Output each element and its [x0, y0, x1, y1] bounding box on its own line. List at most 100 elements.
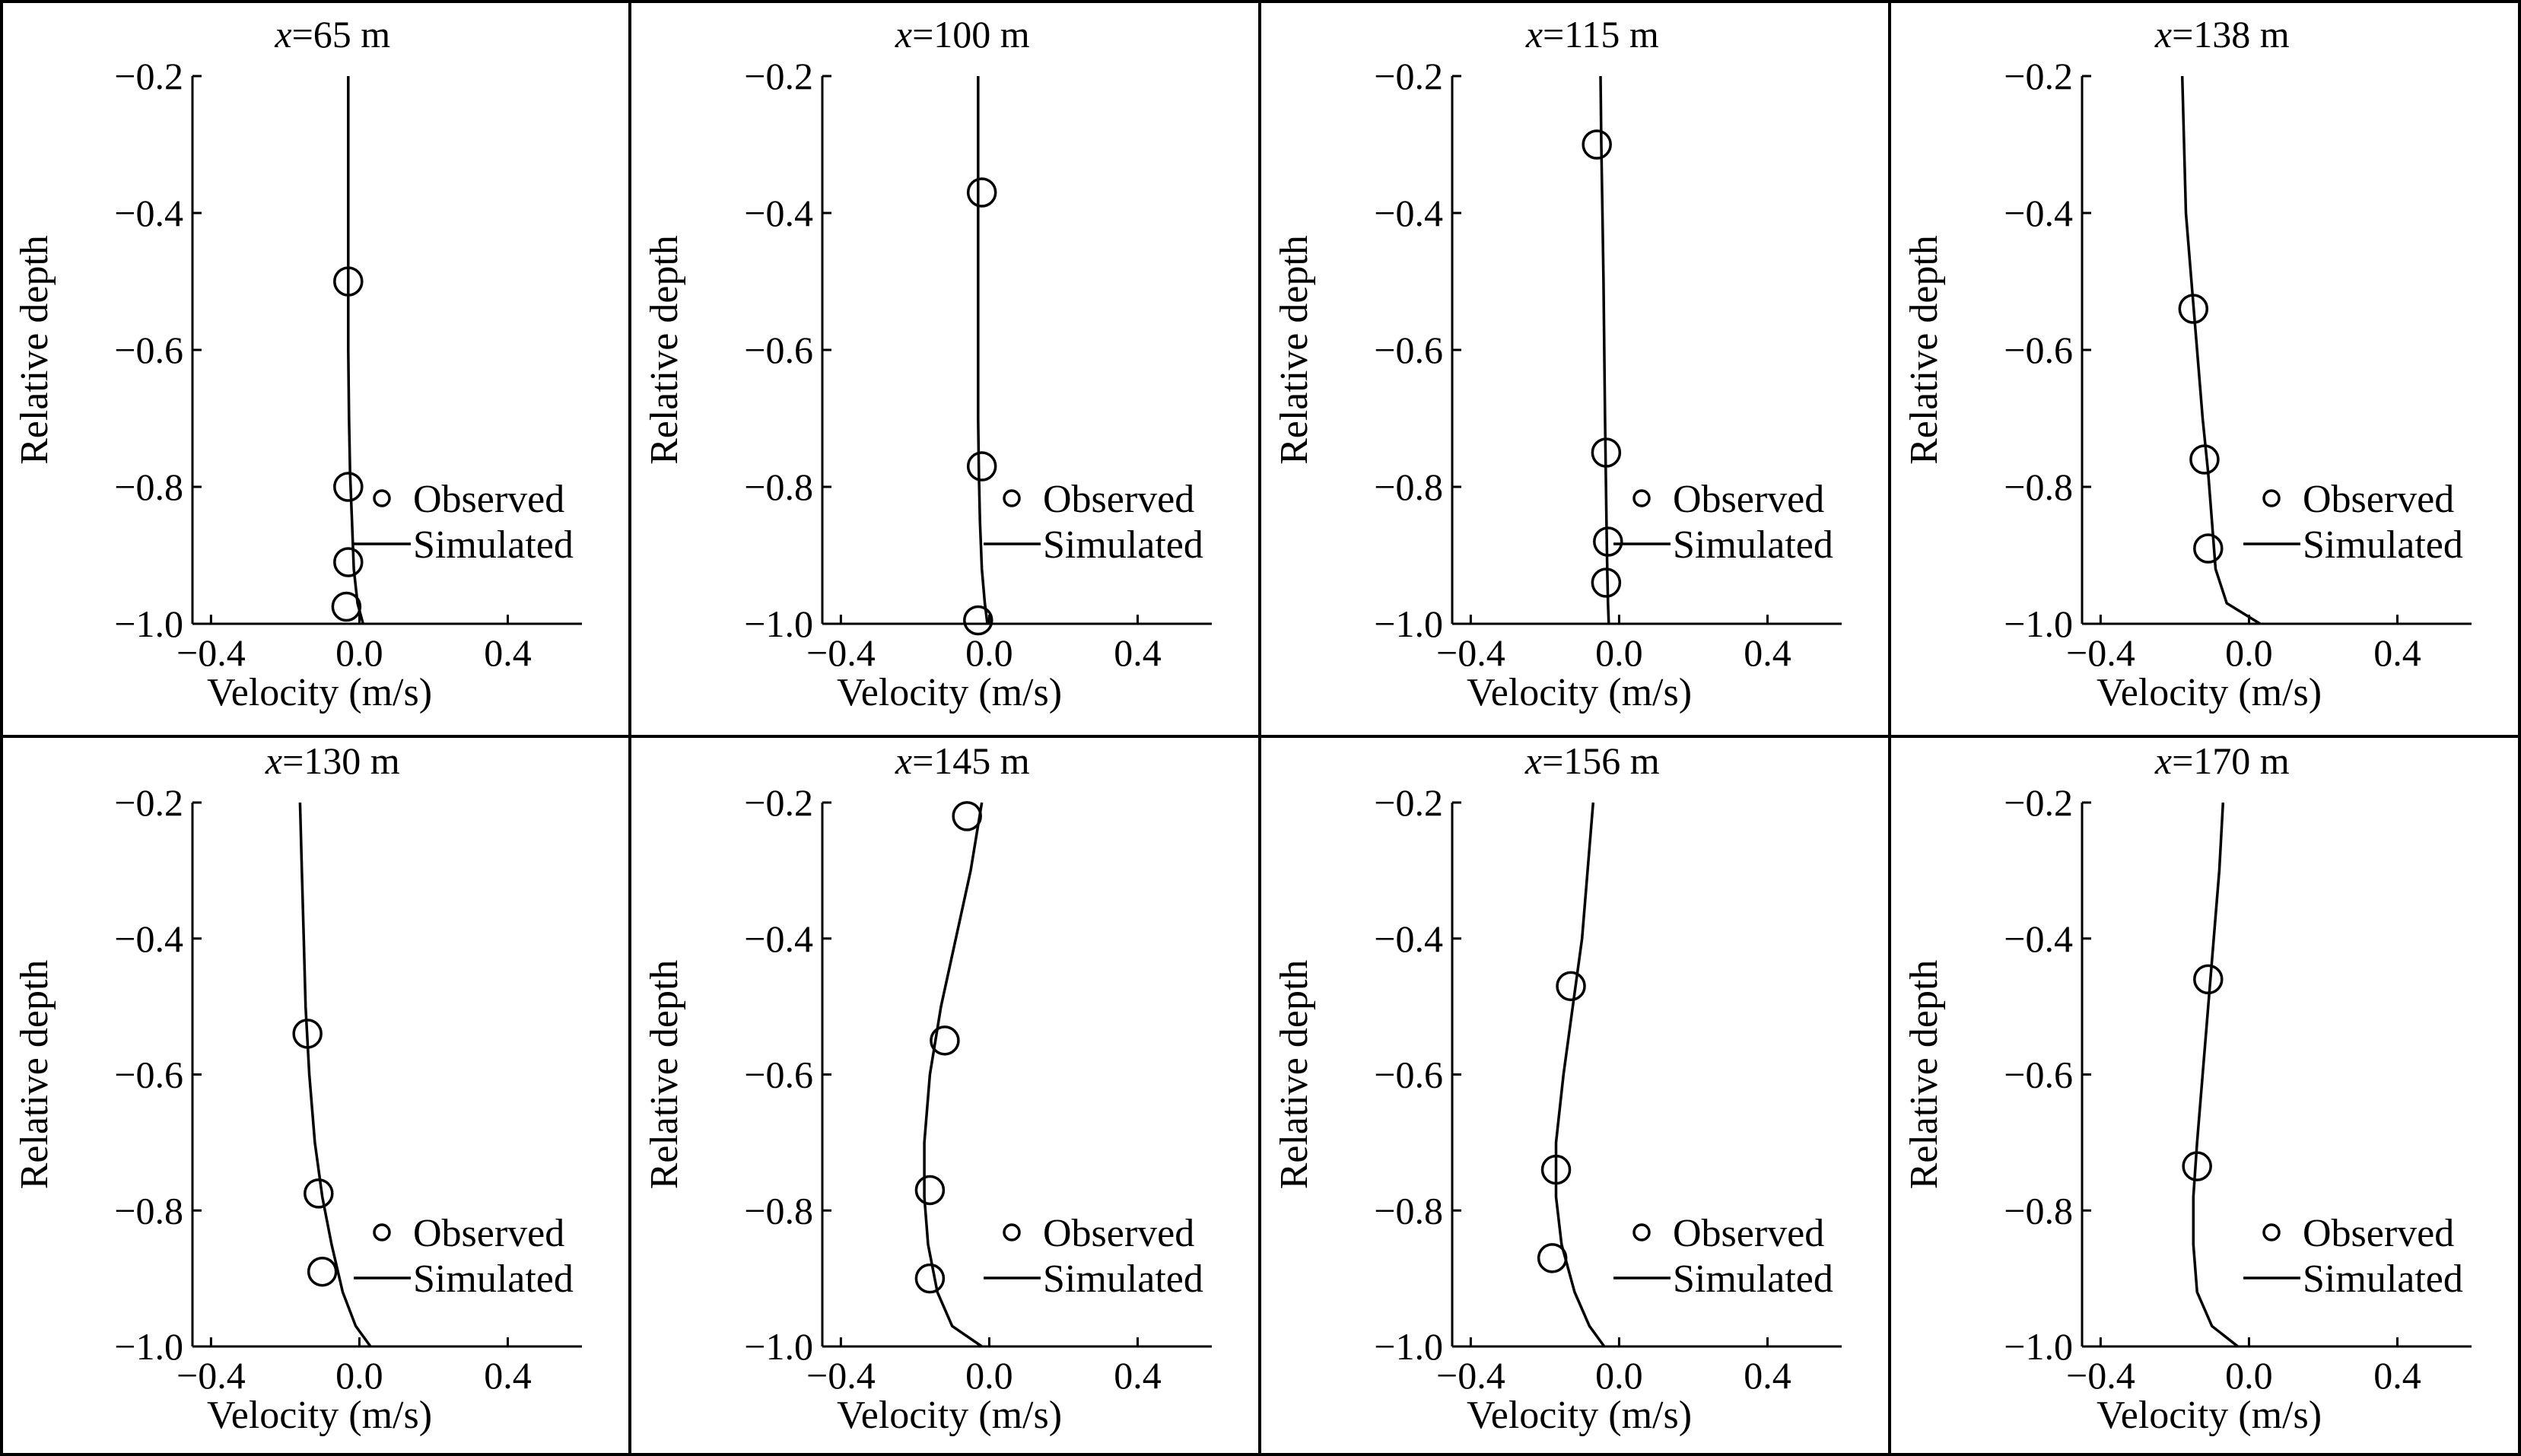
legend-simulated-label: Simulated	[1043, 523, 1203, 567]
x-tick-label: 0.0	[1595, 1354, 1643, 1397]
x-tick-label: 0.4	[1744, 631, 1791, 674]
title-variable: x	[895, 739, 912, 782]
simulated-line	[1599, 75, 1610, 625]
panel-title: x=156 m	[1524, 739, 1660, 782]
observed-point	[304, 1178, 334, 1209]
title-variable: x	[2154, 739, 2172, 782]
title-variable: x	[265, 739, 282, 782]
title-variable: x	[1525, 13, 1543, 56]
x-tick-label: 0.4	[2373, 631, 2421, 674]
title-value: =115 m	[1543, 13, 1659, 56]
y-tick-label: −0.2	[2004, 781, 2073, 824]
legend-observed-label: Observed	[1043, 1212, 1194, 1255]
observed-point	[1540, 1154, 1572, 1185]
x-tick-label: 0.0	[335, 1354, 383, 1397]
y-tick-label: −0.6	[2004, 329, 2073, 371]
y-tick-label: −0.8	[744, 1189, 813, 1232]
x-tick-label: −0.4	[2066, 631, 2135, 674]
y-tick-label: −0.8	[114, 1189, 183, 1232]
y-tick-label: −0.8	[1374, 466, 1443, 508]
x-tick-label: −0.4	[806, 631, 876, 674]
observed-point	[930, 1025, 960, 1056]
x-axis-label: Velocity (m/s)	[1467, 671, 1692, 714]
title-value: =138 m	[2172, 13, 2290, 56]
observed-point	[2178, 294, 2209, 324]
panel-title: x=138 m	[2154, 13, 2290, 56]
title-value: =170 m	[2172, 739, 2290, 782]
legend-observed-label: Observed	[1043, 478, 1194, 521]
simulated-line	[347, 76, 364, 625]
legend-observed-marker	[2262, 1223, 2281, 1241]
x-tick-label: 0.4	[2373, 1354, 2421, 1397]
y-tick-label: −1.0	[2004, 602, 2073, 645]
x-tick-label: 0.4	[484, 1354, 532, 1397]
panel-title: x=170 m	[2154, 739, 2290, 782]
panel-title: x=100 m	[895, 13, 1030, 56]
title-variable: x	[274, 13, 291, 56]
panel-3: −0.2−0.4−0.6−0.8−1.0−0.4 0.0 0.4x=115 mVel…	[1273, 13, 1842, 714]
legend-observed-label: Observed	[413, 478, 564, 521]
x-tick-label: −0.4	[176, 631, 246, 674]
legend-simulated-label: Simulated	[1673, 523, 1833, 567]
legend-observed-label: Observed	[413, 1212, 564, 1255]
simulated-line	[977, 76, 989, 625]
y-tick-label: −0.6	[1374, 1054, 1443, 1096]
legend-observed-label: Observed	[1673, 478, 1824, 521]
x-axis-label: Velocity (m/s)	[207, 671, 432, 714]
simulated-line	[923, 802, 984, 1348]
observed-point	[966, 177, 997, 208]
y-tick-label: −0.6	[114, 329, 183, 371]
x-tick-label: 0.4	[1744, 1354, 1791, 1397]
legend-observed-marker	[373, 489, 391, 507]
y-tick-label: −0.2	[1374, 781, 1443, 824]
observed-point	[2193, 533, 2224, 564]
x-axis-label: Velocity (m/s)	[207, 1394, 432, 1437]
legend-observed-marker	[2262, 489, 2281, 507]
panel-title: x=145 m	[895, 739, 1030, 782]
y-axis-label: Relative depth	[13, 960, 56, 1190]
y-tick-label: −0.4	[2004, 917, 2073, 960]
x-tick-label: 0.0	[1595, 631, 1643, 674]
y-tick-label: −1.0	[1374, 602, 1443, 645]
y-tick-label: −0.6	[114, 1054, 183, 1096]
observed-point	[1582, 129, 1612, 160]
panel-title: x=65 m	[274, 13, 390, 56]
observed-point	[1537, 1243, 1568, 1273]
y-tick-label: −0.8	[114, 466, 183, 508]
panel-title: x=115 m	[1525, 13, 1659, 56]
y-tick-label: −0.6	[744, 329, 813, 371]
title-value: =130 m	[282, 739, 400, 782]
x-tick-label: −0.4	[2066, 1354, 2135, 1397]
y-tick-label: −1.0	[744, 602, 813, 645]
observed-point	[333, 547, 364, 577]
y-axis-label: Relative depth	[1273, 960, 1316, 1190]
observed-point	[963, 605, 993, 636]
x-axis-label: Velocity (m/s)	[2097, 671, 2322, 714]
panel-title: x=130 m	[265, 739, 400, 782]
x-axis-label: Velocity (m/s)	[1467, 1394, 1692, 1437]
legend-simulated-label: Simulated	[413, 1257, 574, 1301]
observed-point	[914, 1263, 946, 1294]
observed-point	[1591, 567, 1622, 598]
y-axis-label: Relative depth	[643, 960, 686, 1190]
observed-point	[952, 801, 982, 831]
x-axis-label: Velocity (m/s)	[837, 671, 1062, 714]
legend-simulated-label: Simulated	[1043, 1257, 1203, 1301]
simulated-line	[298, 802, 372, 1348]
panel-7: −0.2−0.4−0.6−0.8−1.0−0.4 0.0 0.4x=156 mVel…	[1273, 739, 1842, 1437]
y-tick-label: −0.6	[1374, 329, 1443, 371]
y-tick-label: −1.0	[744, 1325, 813, 1368]
legend-observed-marker	[1003, 1223, 1021, 1241]
legend-simulated-label: Simulated	[413, 523, 574, 567]
y-axis-label: Relative depth	[1273, 235, 1316, 465]
y-tick-label: −0.2	[1374, 55, 1443, 97]
legend-simulated-label: Simulated	[2303, 523, 2463, 567]
observed-point	[1556, 971, 1586, 1002]
observed-point	[2193, 964, 2224, 995]
observed-point	[2189, 444, 2220, 475]
observed-point	[966, 451, 997, 482]
title-variable: x	[895, 13, 912, 56]
panel-6: −0.2−0.4−0.6−0.8−1.0−0.4 0.0 0.4x=145 mVel…	[643, 739, 1212, 1437]
x-tick-label: 0.0	[2225, 1354, 2273, 1397]
